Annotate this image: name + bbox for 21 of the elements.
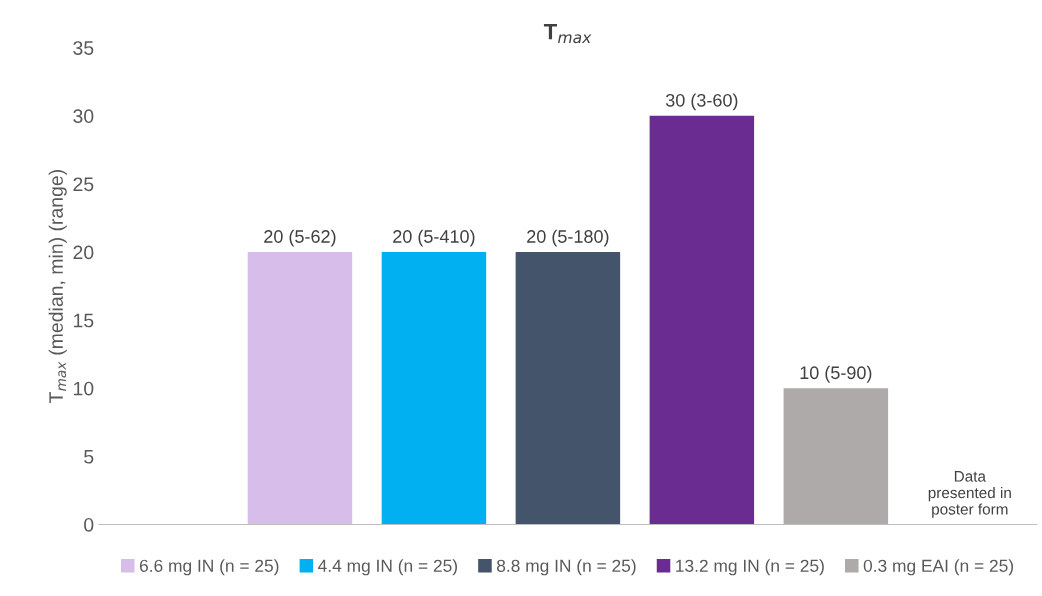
y-tick-label: 5 — [84, 450, 94, 464]
y-tick-label: 15 — [73, 313, 94, 328]
y-tick-label: 25 — [73, 177, 94, 192]
y-tick-label: 35 — [73, 41, 94, 55]
y-tick-label: 10 — [73, 381, 94, 396]
data-label: 20 (5-62) — [264, 229, 336, 247]
y-tick-label: 30 — [73, 109, 94, 124]
legend-label: 4.4 mg IN (n = 25) — [318, 559, 457, 576]
y-tick-label: 20 — [73, 245, 94, 260]
data-label: 20 (5-180) — [527, 229, 609, 247]
legend-label: 6.6 mg IN (n = 25) — [139, 559, 279, 576]
legend-label: 8.8 mg IN (n = 25) — [496, 559, 636, 576]
legend-label: 13.2 mg IN (n = 25) — [676, 559, 824, 576]
data-label: 10 (5-90) — [800, 365, 872, 383]
y-tick-label: 0 — [84, 517, 94, 532]
data-label: 20 (5-410) — [393, 229, 475, 247]
chart-title: T$_{max}$ — [543, 24, 592, 44]
annotation: Data presented in poster form — [928, 471, 1011, 518]
legend-label: 0.3 mg EAI (n = 25) — [863, 559, 1013, 576]
data-label: 30 (3-60) — [665, 93, 738, 111]
y-axis-title: T$_{max}$ (median, min) (range) — [48, 170, 67, 403]
